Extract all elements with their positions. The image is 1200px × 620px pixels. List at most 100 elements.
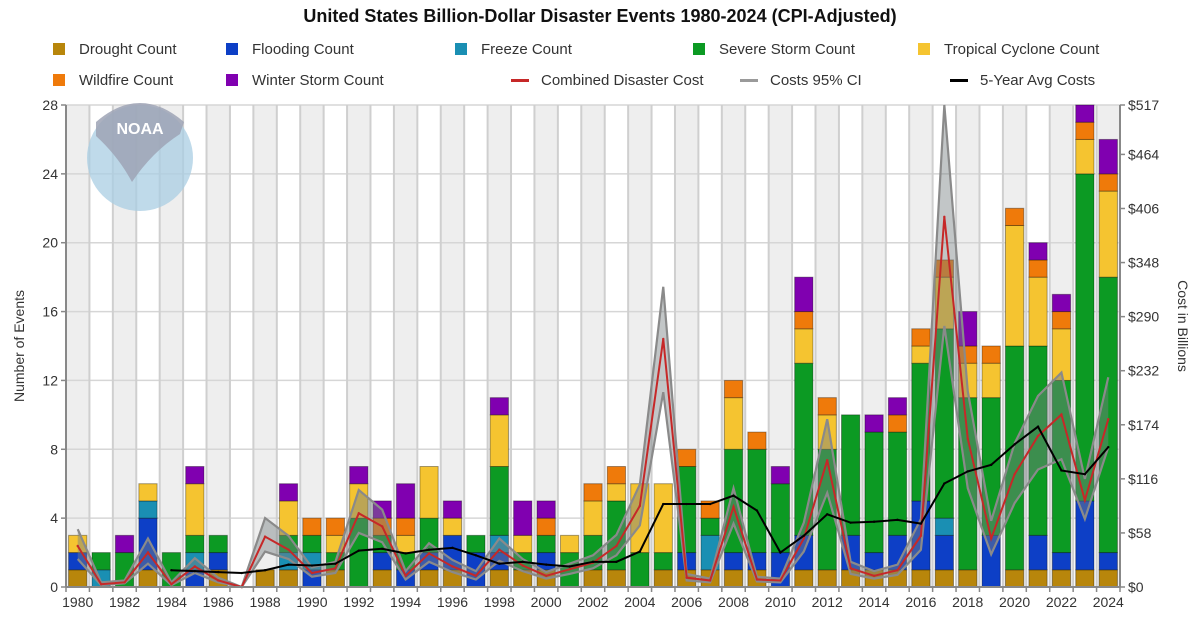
bar-flooding-count-1986[interactable] bbox=[208, 552, 228, 571]
bar-winter-storm-count-1992[interactable] bbox=[349, 466, 369, 485]
bar-winter-storm-count-2024[interactable] bbox=[1098, 138, 1118, 175]
bar-drought-count-2022[interactable] bbox=[1051, 569, 1072, 588]
bar-severe-storm-count-2000[interactable] bbox=[536, 534, 556, 554]
bar-winter-storm-count-2021[interactable] bbox=[1028, 242, 1048, 261]
bar-drought-count-2023[interactable] bbox=[1075, 569, 1095, 588]
bar-tropical-cyclone-count-2021[interactable] bbox=[1028, 276, 1048, 347]
bar-winter-storm-count-1999[interactable] bbox=[513, 500, 533, 536]
bar-drought-count-2011[interactable] bbox=[794, 569, 814, 588]
bar-winter-storm-count-1982[interactable] bbox=[114, 534, 135, 554]
bar-tropical-cyclone-count-2016[interactable] bbox=[911, 345, 931, 364]
bar-flooding-count-2022[interactable] bbox=[1051, 552, 1072, 571]
bar-drought-count-1988[interactable] bbox=[255, 569, 275, 588]
bar-wildfire-count-2023[interactable] bbox=[1075, 121, 1095, 140]
bar-flooding-count-1993[interactable] bbox=[372, 552, 392, 571]
bar-freeze-count-1983[interactable] bbox=[138, 500, 158, 519]
bar-tropical-cyclone-count-2020[interactable] bbox=[1004, 225, 1025, 347]
bar-wildfire-count-2011[interactable] bbox=[794, 311, 814, 330]
bar-severe-storm-count-2007[interactable] bbox=[700, 517, 720, 536]
bar-drought-count-1983[interactable] bbox=[138, 569, 158, 588]
bar-tropical-cyclone-count-1996[interactable] bbox=[442, 517, 463, 536]
bar-wildfire-count-2009[interactable] bbox=[747, 431, 767, 450]
bar-severe-storm-count-1985[interactable] bbox=[185, 534, 205, 554]
bar-drought-count-2002[interactable] bbox=[583, 569, 603, 588]
bar-drought-count-2021[interactable] bbox=[1028, 569, 1048, 588]
bar-tropical-cyclone-count-2024[interactable] bbox=[1098, 190, 1118, 278]
bar-wildfire-count-2012[interactable] bbox=[817, 397, 837, 416]
bar-wildfire-count-1991[interactable] bbox=[325, 517, 345, 536]
bar-wildfire-count-2022[interactable] bbox=[1051, 311, 1072, 330]
bar-wildfire-count-2007[interactable] bbox=[700, 500, 720, 519]
bar-drought-count-2005[interactable] bbox=[653, 569, 673, 588]
bar-tropical-cyclone-count-2011[interactable] bbox=[794, 328, 814, 364]
bar-winter-storm-count-2010[interactable] bbox=[770, 466, 791, 485]
bar-winter-storm-count-2023[interactable] bbox=[1075, 104, 1095, 123]
bar-drought-count-2024[interactable] bbox=[1098, 569, 1118, 588]
bar-tropical-cyclone-count-2023[interactable] bbox=[1075, 138, 1095, 175]
bar-drought-count-2016[interactable] bbox=[911, 569, 931, 588]
bar-severe-storm-count-1997[interactable] bbox=[466, 534, 486, 554]
bar-flooding-count-2014[interactable] bbox=[864, 552, 884, 571]
legend-item-drought-count[interactable]: Drought Count bbox=[53, 39, 177, 59]
bar-wildfire-count-2008[interactable] bbox=[723, 379, 744, 399]
bar-winter-storm-count-1989[interactable] bbox=[278, 483, 299, 502]
legend-item-combined-disaster-cost[interactable]: Combined Disaster Cost bbox=[511, 70, 704, 90]
legend-item-flooding-count[interactable]: Flooding Count bbox=[226, 39, 354, 59]
bar-winter-storm-count-2015[interactable] bbox=[887, 397, 908, 416]
bar-severe-storm-count-1986[interactable] bbox=[208, 534, 228, 554]
bar-tropical-cyclone-count-1995[interactable] bbox=[419, 466, 439, 519]
bar-tropical-cyclone-count-2008[interactable] bbox=[723, 397, 744, 450]
bar-tropical-cyclone-count-1994[interactable] bbox=[395, 534, 416, 554]
bar-drought-count-1980[interactable] bbox=[68, 569, 88, 588]
bar-drought-count-2012[interactable] bbox=[817, 569, 837, 588]
bar-wildfire-count-2020[interactable] bbox=[1004, 207, 1025, 227]
bar-flooding-count-2024[interactable] bbox=[1098, 552, 1118, 571]
bar-tropical-cyclone-count-1999[interactable] bbox=[513, 534, 533, 554]
bar-flooding-count-2000[interactable] bbox=[536, 552, 556, 571]
legend-item-costs-95-ci[interactable]: Costs 95% CI bbox=[740, 70, 862, 90]
bar-drought-count-2017[interactable] bbox=[934, 569, 954, 588]
bar-drought-count-2018[interactable] bbox=[958, 569, 978, 588]
bar-tropical-cyclone-count-1985[interactable] bbox=[185, 483, 205, 536]
bar-drought-count-2008[interactable] bbox=[723, 569, 744, 588]
bar-drought-count-1993[interactable] bbox=[372, 569, 392, 588]
bar-drought-count-2003[interactable] bbox=[606, 569, 627, 588]
bar-winter-storm-count-2014[interactable] bbox=[864, 414, 884, 433]
bar-tropical-cyclone-count-2003[interactable] bbox=[606, 483, 627, 502]
bar-flooding-count-2017[interactable] bbox=[934, 534, 954, 571]
bar-drought-count-1998[interactable] bbox=[489, 569, 509, 588]
bar-flooding-count-2008[interactable] bbox=[723, 552, 744, 571]
bar-wildfire-count-2024[interactable] bbox=[1098, 173, 1118, 192]
bar-winter-storm-count-1994[interactable] bbox=[395, 483, 416, 519]
legend-item-winter-storm-count[interactable]: Winter Storm Count bbox=[226, 70, 384, 90]
bar-winter-storm-count-2000[interactable] bbox=[536, 500, 556, 519]
bar-winter-storm-count-1985[interactable] bbox=[185, 466, 205, 485]
legend-item-severe-storm-count[interactable]: Severe Storm Count bbox=[693, 39, 855, 59]
legend-item-freeze-count[interactable]: Freeze Count bbox=[455, 39, 572, 59]
bar-severe-storm-count-2009[interactable] bbox=[747, 448, 767, 554]
bar-winter-storm-count-2022[interactable] bbox=[1051, 293, 1072, 313]
bar-tropical-cyclone-count-1998[interactable] bbox=[489, 414, 509, 468]
legend-item-tropical-cyclone-count[interactable]: Tropical Cyclone Count bbox=[918, 39, 1099, 59]
bar-drought-count-1995[interactable] bbox=[419, 569, 439, 588]
bar-tropical-cyclone-count-1983[interactable] bbox=[138, 483, 158, 502]
bar-wildfire-count-2021[interactable] bbox=[1028, 259, 1048, 278]
bar-tropical-cyclone-count-2001[interactable] bbox=[559, 534, 580, 554]
bar-severe-storm-count-2014[interactable] bbox=[864, 431, 884, 554]
bar-wildfire-count-2019[interactable] bbox=[981, 345, 1001, 364]
bar-severe-storm-count-2005[interactable] bbox=[653, 552, 673, 571]
bar-severe-storm-count-2013[interactable] bbox=[841, 414, 861, 536]
bar-severe-storm-count-2004[interactable] bbox=[630, 552, 650, 588]
bar-wildfire-count-2015[interactable] bbox=[887, 414, 908, 433]
bar-winter-storm-count-1996[interactable] bbox=[442, 500, 463, 519]
legend-item-wildfire-count[interactable]: Wildfire Count bbox=[53, 70, 173, 90]
legend-item-5-year-avg-costs[interactable]: 5-Year Avg Costs bbox=[950, 70, 1095, 90]
bar-freeze-count-2017[interactable] bbox=[934, 517, 954, 536]
bar-severe-storm-count-1998[interactable] bbox=[489, 466, 509, 536]
bar-tropical-cyclone-count-2005[interactable] bbox=[653, 483, 673, 554]
bar-winter-storm-count-2011[interactable] bbox=[794, 276, 814, 313]
bar-severe-storm-count-1990[interactable] bbox=[302, 534, 322, 554]
bar-wildfire-count-2016[interactable] bbox=[911, 328, 931, 347]
bar-winter-storm-count-1998[interactable] bbox=[489, 397, 509, 416]
bar-drought-count-1989[interactable] bbox=[278, 569, 299, 588]
